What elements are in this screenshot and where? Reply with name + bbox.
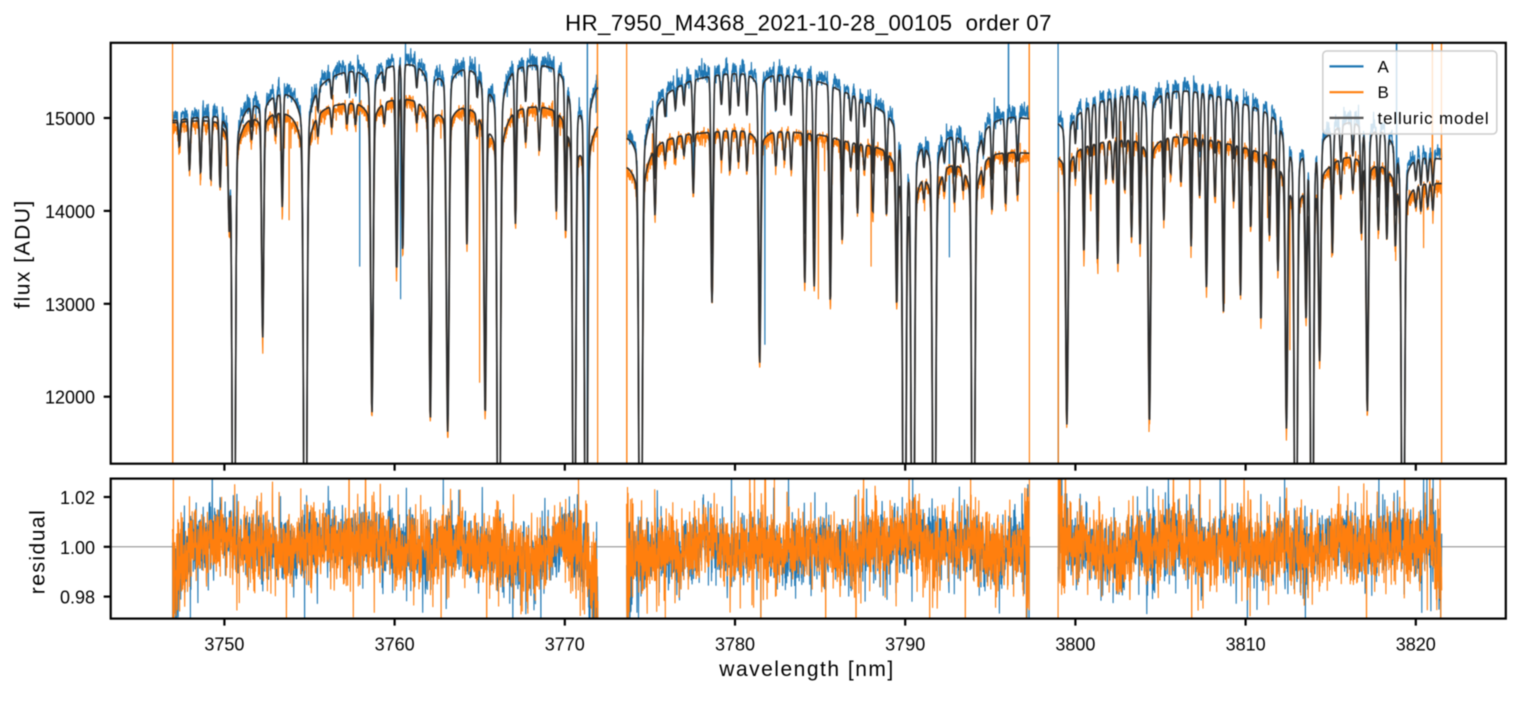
svg-text:3780: 3780 bbox=[715, 635, 755, 655]
svg-text:3800: 3800 bbox=[1055, 635, 1095, 655]
svg-text:15000: 15000 bbox=[45, 109, 95, 129]
svg-text:telluric model: telluric model bbox=[1378, 109, 1490, 128]
svg-text:B: B bbox=[1378, 83, 1390, 102]
svg-text:flux [ADU]: flux [ADU] bbox=[12, 199, 35, 309]
svg-text:residual: residual bbox=[27, 509, 50, 595]
svg-text:14000: 14000 bbox=[45, 202, 95, 222]
svg-text:12000: 12000 bbox=[45, 388, 95, 408]
svg-text:wavelength [nm]: wavelength [nm] bbox=[718, 658, 894, 681]
svg-text:1.02: 1.02 bbox=[60, 488, 95, 508]
svg-text:13000: 13000 bbox=[45, 295, 95, 315]
svg-text:3770: 3770 bbox=[545, 635, 585, 655]
svg-text:HR_7950_M4368_2021-10-28_00105: HR_7950_M4368_2021-10-28_00105 order 07 bbox=[565, 11, 1052, 36]
svg-text:3790: 3790 bbox=[885, 635, 925, 655]
svg-text:A: A bbox=[1378, 57, 1390, 76]
svg-text:1.00: 1.00 bbox=[60, 538, 95, 558]
svg-text:3750: 3750 bbox=[204, 635, 244, 655]
svg-text:3760: 3760 bbox=[375, 635, 415, 655]
svg-text:0.98: 0.98 bbox=[60, 588, 95, 608]
svg-text:3820: 3820 bbox=[1396, 635, 1436, 655]
svg-text:3810: 3810 bbox=[1226, 635, 1266, 655]
